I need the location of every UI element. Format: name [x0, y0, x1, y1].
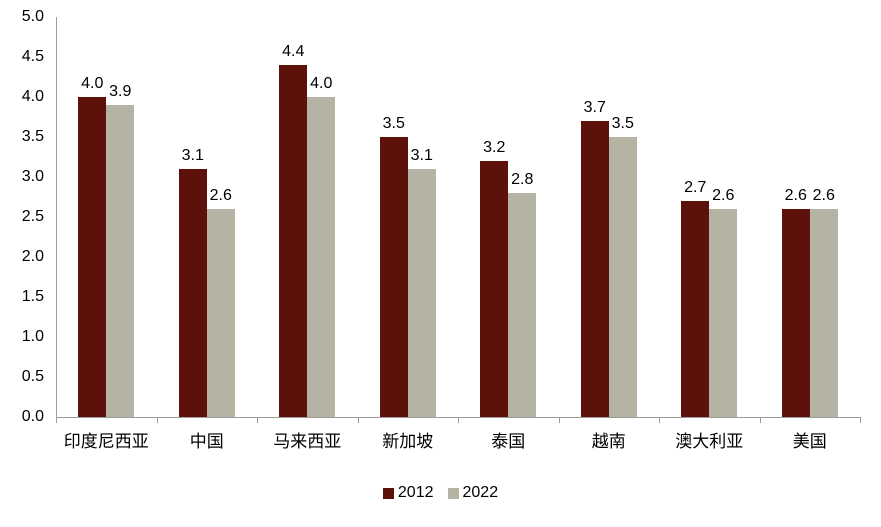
value-label: 2.8	[511, 171, 534, 188]
legend-swatch-icon	[382, 487, 394, 499]
legend: 2012 2022	[0, 485, 881, 501]
legend-swatch-icon	[447, 487, 459, 499]
bar-2012	[178, 169, 207, 417]
bar-2012	[580, 121, 609, 417]
category-label: 新加坡	[382, 432, 434, 451]
y-axis-line	[56, 17, 57, 418]
x-axis-tick	[257, 418, 258, 423]
value-label: 4.4	[282, 43, 305, 60]
category-label: 越南	[591, 432, 626, 451]
value-label: 3.2	[483, 139, 506, 156]
bar-2012	[78, 97, 107, 417]
bar-2022	[206, 209, 235, 417]
bar-2012	[781, 209, 810, 417]
x-axis-line	[56, 417, 861, 418]
category-label: 澳大利亚	[675, 432, 744, 451]
category-label: 中国	[189, 432, 224, 451]
category-label: 印度尼西亚	[63, 432, 149, 451]
x-axis-tick	[458, 418, 459, 423]
category-label: 美国	[792, 432, 827, 451]
bar-2022	[809, 209, 838, 417]
value-label: 3.1	[181, 147, 204, 164]
bar-2012	[681, 201, 710, 417]
value-label: 3.9	[109, 83, 132, 100]
x-axis-tick	[156, 418, 158, 423]
bar-2022	[709, 209, 738, 417]
bar-2022	[407, 169, 436, 417]
bar-2012	[480, 161, 509, 417]
x-axis-tick	[357, 418, 359, 423]
y-axis-tick-label: 0.0	[21, 408, 44, 425]
bar-2012	[279, 65, 308, 417]
x-axis-tick	[860, 418, 861, 423]
bar-2022	[307, 97, 336, 417]
legend-label: 2012	[397, 484, 434, 501]
category-label: 泰国	[491, 432, 526, 451]
y-axis-tick-label: 0.5	[21, 368, 44, 385]
y-axis-tick-label: 5.0	[21, 8, 44, 25]
y-axis-tick-label: 3.5	[21, 128, 44, 145]
value-label: 3.1	[410, 147, 433, 164]
value-label: 4.0	[310, 75, 333, 92]
value-label: 2.7	[684, 179, 707, 196]
y-axis-tick-label: 4.5	[21, 48, 44, 65]
y-axis-tick-label: 3.0	[21, 168, 44, 185]
value-label: 4.0	[81, 75, 104, 92]
y-axis-tick-label: 2.0	[21, 248, 44, 265]
category-label: 马来西亚	[273, 432, 342, 451]
x-axis-tick	[56, 418, 57, 423]
x-axis-tick	[759, 418, 761, 423]
value-label: 3.7	[583, 99, 606, 116]
bar-2022	[508, 193, 537, 417]
y-axis-tick-label: 1.5	[21, 288, 44, 305]
value-label: 2.6	[712, 187, 735, 204]
x-axis-tick	[558, 418, 560, 423]
value-label: 3.5	[611, 115, 634, 132]
bar-2012	[379, 137, 408, 417]
bar-2022	[106, 105, 135, 417]
legend-item-2022: 2022	[447, 484, 499, 501]
bar-2022	[608, 137, 637, 417]
y-axis-tick-label: 1.0	[21, 328, 44, 345]
x-axis-tick	[659, 418, 660, 423]
value-label: 2.6	[784, 187, 807, 204]
value-label: 2.6	[209, 187, 232, 204]
y-axis-tick-label: 2.5	[21, 208, 44, 225]
legend-item-2012: 2012	[382, 484, 434, 501]
y-axis-tick-label: 4.0	[21, 88, 44, 105]
legend-label: 2022	[462, 484, 499, 501]
value-label: 2.6	[812, 187, 835, 204]
value-label: 3.5	[382, 115, 405, 132]
